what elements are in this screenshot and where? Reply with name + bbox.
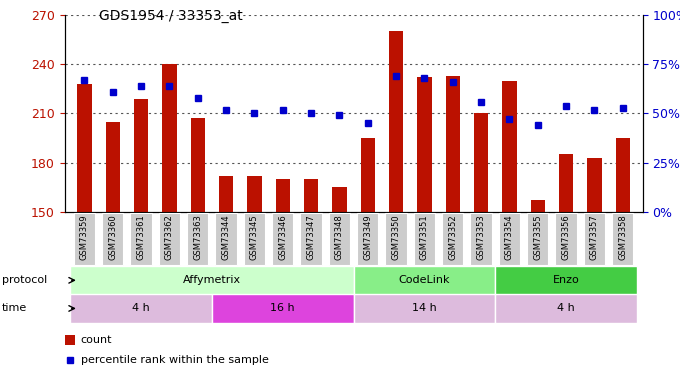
Bar [219, 176, 233, 212]
Text: GSM73363: GSM73363 [193, 214, 202, 261]
Bar [530, 200, 545, 212]
Bar [354, 266, 495, 294]
Bar [615, 138, 630, 212]
Bar [212, 294, 354, 322]
Bar [389, 32, 403, 212]
Text: GSM73350: GSM73350 [392, 214, 401, 260]
FancyBboxPatch shape [386, 213, 407, 265]
Text: GSM73356: GSM73356 [562, 214, 571, 260]
Text: percentile rank within the sample: percentile rank within the sample [81, 355, 269, 364]
FancyBboxPatch shape [74, 213, 95, 265]
Text: GSM73355: GSM73355 [533, 214, 542, 260]
Text: 4 h: 4 h [132, 303, 150, 313]
Bar [304, 179, 318, 212]
Text: count: count [81, 335, 112, 345]
FancyBboxPatch shape [357, 213, 378, 265]
Bar [445, 76, 460, 212]
Text: GSM73361: GSM73361 [137, 214, 146, 260]
Bar [65, 335, 75, 345]
Text: GSM73352: GSM73352 [448, 214, 457, 260]
Text: GSM73351: GSM73351 [420, 214, 429, 260]
FancyBboxPatch shape [612, 213, 633, 265]
FancyBboxPatch shape [556, 213, 577, 265]
Text: GDS1954 / 33353_at: GDS1954 / 33353_at [99, 9, 242, 23]
Bar [248, 176, 262, 212]
Bar [474, 113, 488, 212]
Text: GSM73362: GSM73362 [165, 214, 174, 260]
Bar [70, 266, 354, 294]
Text: GSM73354: GSM73354 [505, 214, 514, 260]
Bar [588, 158, 602, 212]
Bar [134, 99, 148, 212]
Text: Enzo: Enzo [553, 275, 579, 285]
Text: GSM73357: GSM73357 [590, 214, 599, 260]
Bar [105, 122, 120, 212]
FancyBboxPatch shape [102, 213, 123, 265]
Bar [495, 294, 637, 322]
Bar [559, 154, 573, 212]
FancyBboxPatch shape [159, 213, 180, 265]
Bar [333, 187, 347, 212]
Text: GSM73346: GSM73346 [278, 214, 287, 260]
FancyBboxPatch shape [329, 213, 350, 265]
FancyBboxPatch shape [216, 213, 237, 265]
Text: 16 h: 16 h [271, 303, 295, 313]
Text: protocol: protocol [2, 275, 48, 285]
FancyBboxPatch shape [301, 213, 322, 265]
Text: GSM73360: GSM73360 [108, 214, 117, 260]
FancyBboxPatch shape [244, 213, 265, 265]
Text: CodeLink: CodeLink [398, 275, 450, 285]
Bar [360, 138, 375, 212]
Bar [275, 179, 290, 212]
Bar [495, 266, 637, 294]
FancyBboxPatch shape [584, 213, 605, 265]
Text: GSM73349: GSM73349 [363, 214, 372, 260]
FancyBboxPatch shape [442, 213, 463, 265]
FancyBboxPatch shape [272, 213, 293, 265]
Text: Affymetrix: Affymetrix [183, 275, 241, 285]
Text: GSM73345: GSM73345 [250, 214, 259, 260]
FancyBboxPatch shape [187, 213, 208, 265]
Text: GSM73348: GSM73348 [335, 214, 344, 260]
FancyBboxPatch shape [527, 213, 548, 265]
Text: 14 h: 14 h [412, 303, 437, 313]
Text: GSM73344: GSM73344 [222, 214, 231, 260]
Bar [190, 118, 205, 212]
Bar [163, 64, 177, 212]
Text: time: time [2, 303, 27, 313]
FancyBboxPatch shape [131, 213, 152, 265]
Text: GSM73359: GSM73359 [80, 214, 89, 260]
Bar [70, 294, 212, 322]
Bar [503, 81, 517, 212]
Bar [78, 84, 92, 212]
Text: GSM73353: GSM73353 [477, 214, 486, 260]
FancyBboxPatch shape [499, 213, 520, 265]
Text: GSM73358: GSM73358 [618, 214, 627, 260]
Bar [418, 77, 432, 212]
FancyBboxPatch shape [471, 213, 492, 265]
Bar [354, 294, 495, 322]
FancyBboxPatch shape [414, 213, 435, 265]
Text: 4 h: 4 h [557, 303, 575, 313]
Text: GSM73347: GSM73347 [307, 214, 316, 260]
